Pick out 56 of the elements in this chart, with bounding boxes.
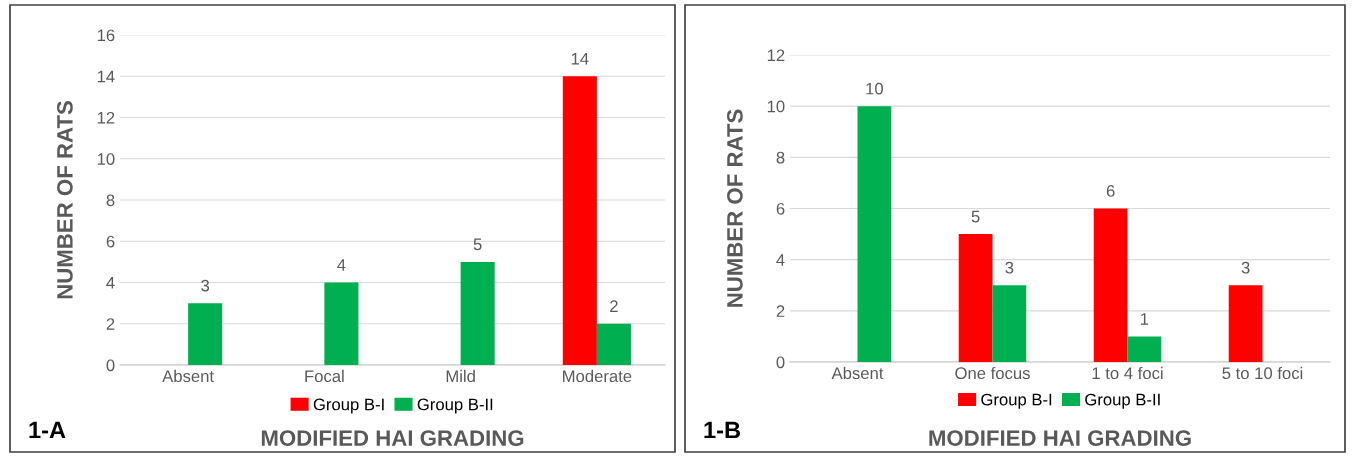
x-axis-title: MODIFIED HAI GRADING <box>929 430 1191 446</box>
x-tick-label: Absent <box>162 369 214 383</box>
bar <box>958 234 993 362</box>
x-tick-label: Moderate <box>563 369 632 383</box>
x-tick-label: Mild <box>446 369 475 383</box>
bar <box>857 106 892 362</box>
data-label: 2 <box>610 300 618 312</box>
bar <box>596 323 631 365</box>
data-label: 10 <box>866 82 883 95</box>
data-label: 3 <box>201 279 210 292</box>
y-axis-title: NUMBER OF RATS <box>57 101 73 299</box>
data-label: 3 <box>1241 261 1250 274</box>
data-label: 5 <box>971 210 980 223</box>
x-tick-label: 1 to 4 foci <box>1092 366 1163 380</box>
bar <box>992 285 1027 362</box>
data-label: 5 <box>473 238 482 251</box>
bar <box>460 261 495 365</box>
x-axis-title: MODIFIED HAI GRADING <box>261 430 524 446</box>
bar <box>324 282 359 365</box>
bar <box>1228 285 1263 362</box>
x-tick-label: One focus <box>955 366 1030 380</box>
y-tick-label: 2 <box>106 318 115 330</box>
x-tick-label: Absent <box>831 366 884 380</box>
y-tick-label: 0 <box>776 356 785 369</box>
y-tick-label: 14 <box>97 70 115 83</box>
y-tick-label: 4 <box>776 254 785 266</box>
data-label: 14 <box>571 52 589 65</box>
bar <box>1127 336 1162 362</box>
y-tick-label: 4 <box>106 277 115 289</box>
y-tick-label: 8 <box>776 151 785 164</box>
y-tick-label: 2 <box>776 305 785 317</box>
text: 1-B <box>704 421 740 439</box>
y-tick-label: 6 <box>776 202 785 215</box>
y-tick-label: 6 <box>106 235 115 248</box>
bar <box>562 76 597 365</box>
y-tick-label: 10 <box>97 153 115 165</box>
text: 1-A <box>29 421 66 439</box>
data-label: 3 <box>1005 261 1014 274</box>
x-tick-label: Focal <box>305 369 344 383</box>
y-tick-label: 8 <box>106 194 115 207</box>
y-axis-title: NUMBER OF RATS <box>727 109 743 307</box>
bar <box>188 303 223 365</box>
y-tick-label: 12 <box>767 49 785 62</box>
x-tick-label: 5 to 10 foci <box>1222 366 1303 380</box>
legend-label: Group B-I <box>981 393 1052 409</box>
data-label: 1 <box>1141 313 1149 325</box>
y-tick-label: 12 <box>97 111 115 124</box>
legend-label: Group B-II <box>1085 393 1160 409</box>
y-tick-label: 16 <box>97 29 115 42</box>
legend-label: Group B-II <box>417 398 493 414</box>
bar <box>1093 208 1128 362</box>
y-tick-label: 0 <box>106 359 115 372</box>
y-tick-label: 10 <box>767 100 785 113</box>
data-label: 4 <box>337 259 346 271</box>
legend-label: Group B-I <box>313 398 384 414</box>
data-label: 6 <box>1106 185 1115 197</box>
